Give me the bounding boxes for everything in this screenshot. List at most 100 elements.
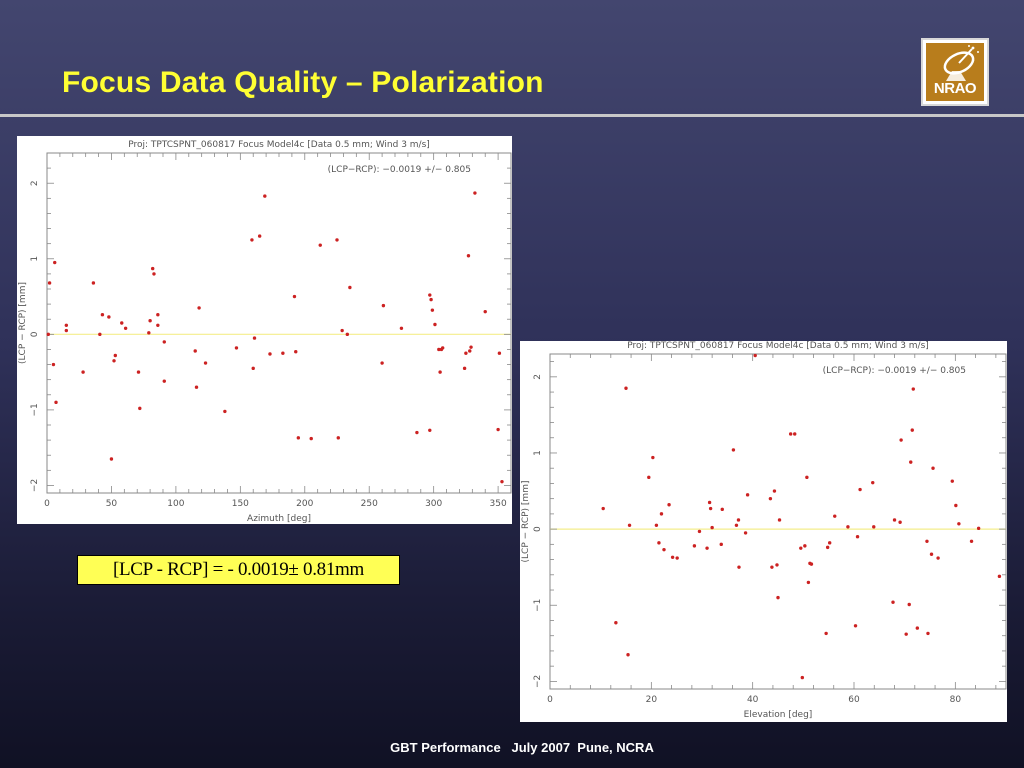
data-point — [925, 539, 929, 543]
data-point — [429, 297, 433, 302]
x-tick-label: 60 — [848, 695, 860, 705]
x-tick-label: 150 — [232, 499, 249, 509]
data-point — [203, 361, 208, 365]
data-point — [710, 525, 714, 530]
data-point — [497, 351, 502, 355]
data-point — [468, 349, 472, 353]
data-point — [152, 272, 156, 276]
data-point — [670, 555, 675, 559]
x-tick-label: 50 — [106, 499, 118, 509]
data-point — [148, 319, 152, 323]
x-tick-label: 100 — [167, 499, 184, 509]
data-point — [899, 438, 903, 442]
data-point — [415, 430, 419, 435]
data-point — [654, 523, 659, 528]
title-divider — [0, 114, 1024, 117]
data-point — [156, 323, 160, 327]
data-point — [345, 332, 350, 337]
data-point — [720, 507, 724, 512]
azimuth-scatter-plot: 0 50 100 150 200 250 300 350 −2 −1 0 1 2 Proj: TPTCSP… — [17, 136, 512, 524]
data-point — [263, 194, 267, 198]
data-point — [483, 309, 487, 314]
data-point — [462, 366, 467, 371]
data-point — [234, 346, 239, 350]
data-point — [614, 621, 618, 625]
data-point — [473, 191, 477, 195]
stats-annotation: (LCP−RCP): −0.0019 +/− 0.805 — [328, 165, 471, 175]
data-point — [47, 281, 52, 285]
data-point — [891, 600, 895, 604]
x-tick-label: 350 — [490, 499, 507, 509]
data-point — [381, 303, 386, 308]
data-point — [98, 332, 102, 337]
data-point — [46, 332, 50, 337]
data-point — [296, 436, 301, 440]
data-point — [806, 580, 811, 585]
data-point — [898, 520, 902, 524]
data-point — [805, 475, 809, 480]
y-tick-label: −1 — [30, 403, 40, 416]
data-point — [788, 432, 793, 436]
x-tick-label: 0 — [547, 695, 553, 705]
data-point — [336, 436, 340, 440]
data-point — [657, 541, 661, 545]
data-point — [380, 361, 384, 365]
data-point — [675, 556, 679, 560]
data-point — [910, 428, 914, 432]
data-point — [907, 602, 911, 607]
x-tick-label: 80 — [950, 695, 962, 705]
data-point — [976, 526, 981, 531]
plot-frame — [46, 152, 512, 494]
data-point — [147, 331, 151, 335]
data-point — [193, 349, 197, 353]
data-point — [500, 479, 504, 484]
data-point — [318, 243, 322, 247]
data-point — [194, 385, 199, 389]
data-point — [667, 503, 671, 507]
data-point — [433, 322, 437, 327]
y-tick-label: 2 — [30, 180, 40, 186]
data-point — [926, 631, 930, 636]
data-point — [662, 547, 666, 552]
data-point — [197, 306, 201, 310]
data-point — [853, 624, 858, 628]
data-point — [793, 432, 797, 436]
data-point — [753, 353, 757, 358]
data-point — [156, 312, 160, 317]
data-point — [697, 529, 702, 534]
data-point — [437, 347, 441, 352]
chart-title: Proj: TPTCSPNT_060817 Focus Model4c [Dat… — [627, 341, 929, 351]
x-tick-label: 300 — [425, 499, 442, 509]
x-axis-label: Azimuth [deg] — [247, 514, 311, 524]
data-point — [53, 260, 57, 265]
data-point — [223, 409, 227, 414]
data-point — [113, 353, 118, 358]
data-point — [911, 387, 915, 391]
data-point — [428, 428, 432, 432]
x-tick-label: 0 — [44, 499, 50, 509]
data-point — [824, 631, 828, 636]
data-point — [708, 506, 713, 511]
data-point — [627, 523, 632, 528]
data-point — [775, 563, 779, 567]
elevation-chart-svg: 0 20 40 60 80 −2 −1 0 1 2 Proj: TPTCSPNT_060817 Fo… — [521, 341, 1007, 720]
nrao-logo: NRAO — [921, 38, 989, 106]
data-point — [268, 352, 272, 356]
data-point — [659, 512, 664, 516]
data-point — [909, 460, 913, 464]
data-point — [251, 366, 255, 371]
data-point — [294, 350, 298, 354]
data-point — [743, 531, 748, 535]
data-point — [292, 294, 297, 299]
data-point — [250, 238, 254, 242]
data-point — [466, 254, 471, 258]
azimuth-chart-svg: 0 50 100 150 200 250 300 350 −2 −1 0 1 2 Proj: TPTCSP… — [18, 140, 512, 524]
data-point — [136, 370, 141, 374]
data-point — [997, 574, 1002, 579]
data-point — [772, 489, 777, 493]
data-point — [438, 370, 442, 374]
data-point — [107, 315, 111, 319]
data-point — [954, 503, 958, 508]
data-point — [707, 500, 712, 505]
data-point — [64, 328, 69, 333]
